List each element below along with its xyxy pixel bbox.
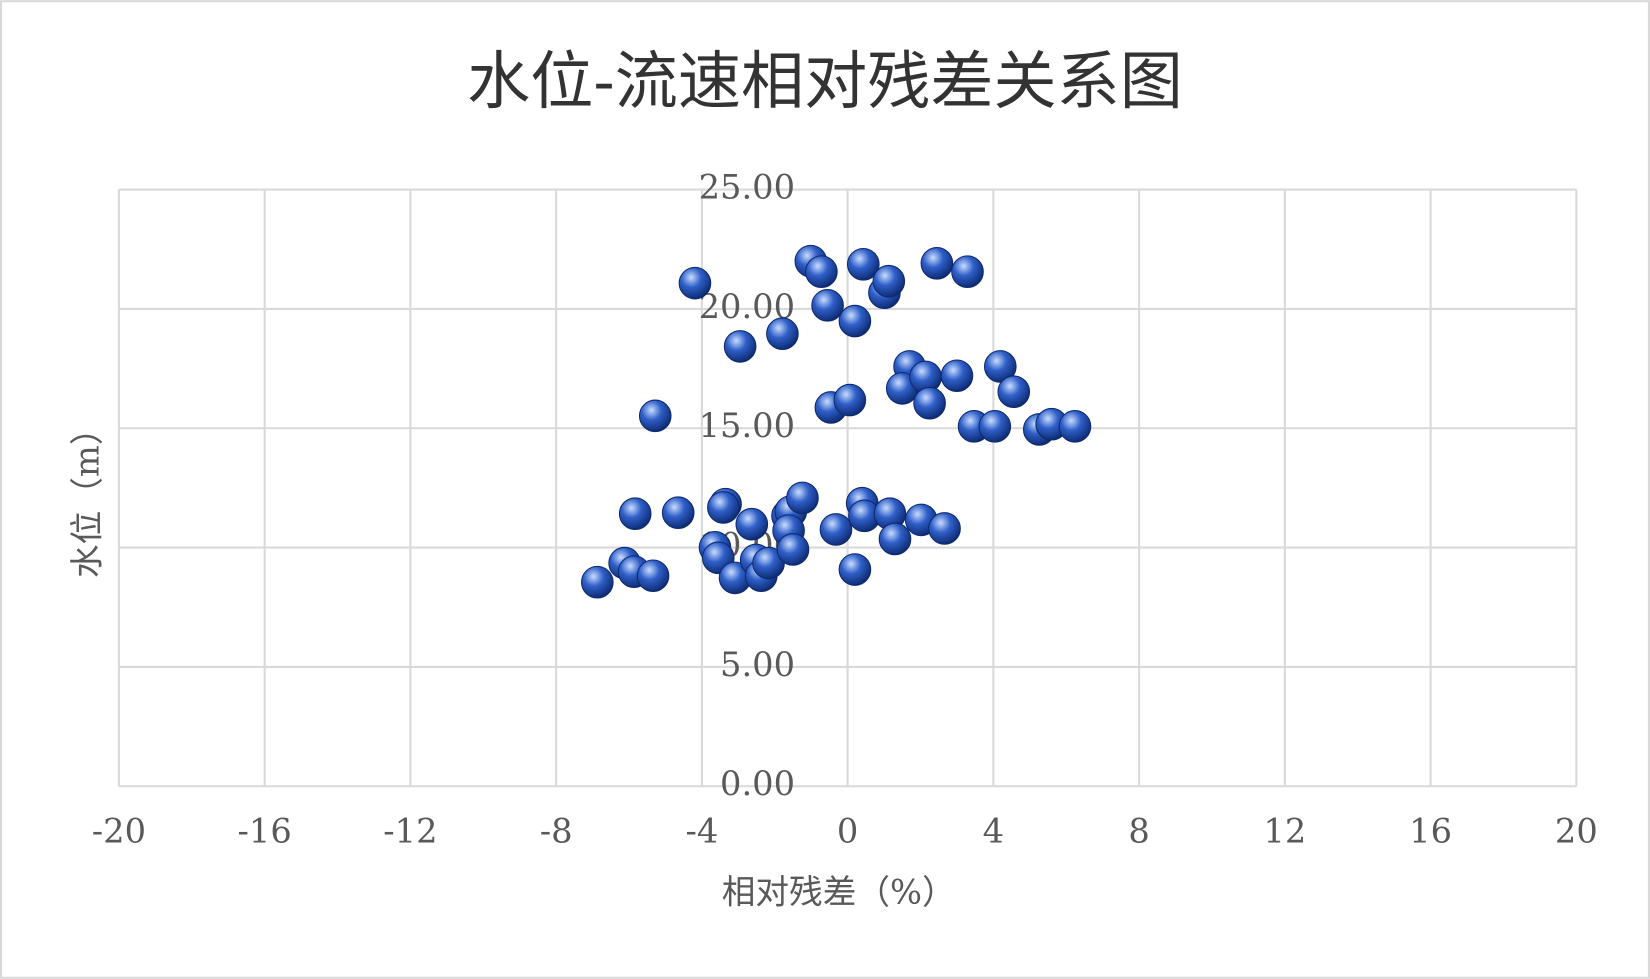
point — [940, 359, 974, 393]
point — [618, 497, 652, 531]
x-tick-label: 12 — [1263, 812, 1306, 851]
x-tick-label: 16 — [1409, 812, 1452, 851]
x-axis-title: 相对残差（%） — [722, 873, 956, 912]
point — [581, 565, 614, 599]
y-tick-label: 0.00 — [720, 764, 795, 803]
point — [678, 266, 712, 300]
x-tick-label: -4 — [685, 812, 718, 851]
y-tick-label: 15.00 — [699, 406, 795, 445]
point — [819, 513, 853, 546]
point — [811, 289, 844, 322]
point — [997, 375, 1031, 409]
point — [838, 553, 872, 586]
point — [838, 304, 872, 338]
point — [928, 512, 961, 545]
point — [833, 383, 867, 417]
x-tick-label: -16 — [238, 812, 292, 851]
point — [766, 317, 799, 351]
point — [983, 350, 1017, 383]
point — [723, 330, 757, 363]
point — [978, 410, 1012, 443]
x-tick-label: 4 — [983, 812, 1004, 851]
chart-title: 水位-流速相对残差关系图 — [467, 44, 1183, 118]
point — [661, 496, 695, 530]
point — [951, 255, 984, 289]
point — [735, 507, 769, 541]
x-tick-label: -12 — [383, 812, 437, 851]
point — [636, 559, 670, 593]
point — [920, 247, 954, 280]
point — [786, 481, 819, 515]
point — [913, 386, 946, 420]
y-tick-label: 5.00 — [720, 645, 795, 684]
point — [707, 491, 740, 524]
y-tick-label: 25.00 — [699, 168, 795, 207]
point — [638, 399, 672, 433]
point — [846, 247, 880, 281]
x-tick-label: 8 — [1128, 812, 1149, 851]
x-tick-label: 20 — [1555, 812, 1598, 851]
x-tick-label: 0 — [837, 812, 858, 851]
x-tick-label: -20 — [92, 812, 146, 851]
point — [805, 255, 838, 289]
point — [776, 533, 810, 566]
point — [1058, 410, 1092, 443]
x-tick-label: -8 — [540, 812, 573, 851]
point — [872, 264, 906, 298]
point — [878, 522, 912, 556]
y-axis-title: 水位（m） — [67, 411, 106, 578]
